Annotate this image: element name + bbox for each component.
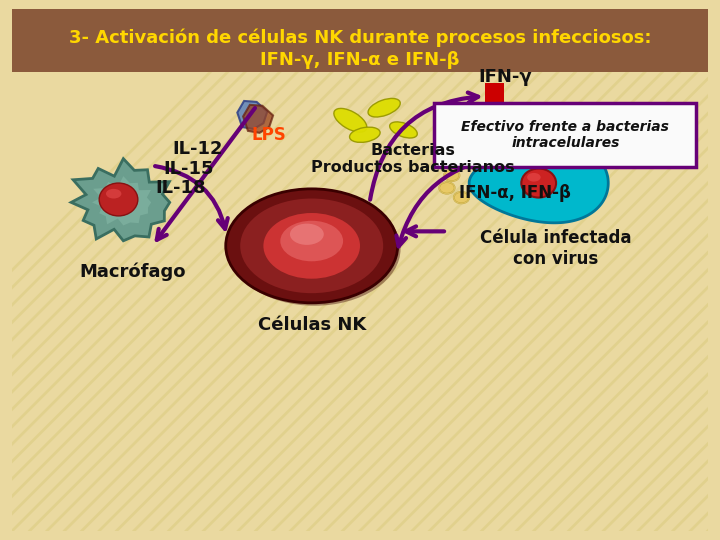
Ellipse shape xyxy=(527,173,541,181)
Ellipse shape xyxy=(99,183,138,216)
Text: IFN-γ, IFN-α e IFN-β: IFN-γ, IFN-α e IFN-β xyxy=(260,51,460,69)
Ellipse shape xyxy=(454,192,469,204)
Polygon shape xyxy=(238,101,267,129)
Ellipse shape xyxy=(229,192,400,306)
Text: LPS: LPS xyxy=(252,126,287,144)
Polygon shape xyxy=(469,143,608,223)
Ellipse shape xyxy=(521,168,556,198)
Ellipse shape xyxy=(280,221,343,261)
Text: Bacterias
Productos bacterianos: Bacterias Productos bacterianos xyxy=(311,143,515,175)
Polygon shape xyxy=(92,176,151,225)
Ellipse shape xyxy=(264,213,360,279)
Ellipse shape xyxy=(106,189,122,199)
Ellipse shape xyxy=(390,122,418,138)
Text: IL-12: IL-12 xyxy=(173,140,223,158)
Text: IFN-α, IFN-β: IFN-α, IFN-β xyxy=(459,184,570,202)
Text: Efectivo frente a bacterias
intracelulares: Efectivo frente a bacterias intracelular… xyxy=(462,120,669,150)
Text: IL-18: IL-18 xyxy=(155,179,206,197)
Ellipse shape xyxy=(240,199,383,293)
Text: Célula infectada
con virus: Célula infectada con virus xyxy=(480,230,632,268)
Ellipse shape xyxy=(444,170,459,181)
Ellipse shape xyxy=(290,224,324,245)
Ellipse shape xyxy=(439,182,454,194)
Text: Macrófago: Macrófago xyxy=(80,262,186,281)
Polygon shape xyxy=(243,105,273,133)
Polygon shape xyxy=(71,159,170,241)
FancyBboxPatch shape xyxy=(12,9,708,72)
FancyBboxPatch shape xyxy=(434,103,696,167)
Ellipse shape xyxy=(459,156,474,167)
Text: 3- Activación de células NK durante procesos infecciosos:: 3- Activación de células NK durante proc… xyxy=(68,29,652,48)
Text: Células NK: Células NK xyxy=(258,316,366,334)
Ellipse shape xyxy=(226,189,397,303)
Ellipse shape xyxy=(368,98,400,117)
Text: IFN-γ: IFN-γ xyxy=(478,68,531,86)
Ellipse shape xyxy=(334,109,366,132)
Ellipse shape xyxy=(349,127,380,143)
Text: IL-15: IL-15 xyxy=(163,160,215,178)
FancyBboxPatch shape xyxy=(485,83,504,102)
